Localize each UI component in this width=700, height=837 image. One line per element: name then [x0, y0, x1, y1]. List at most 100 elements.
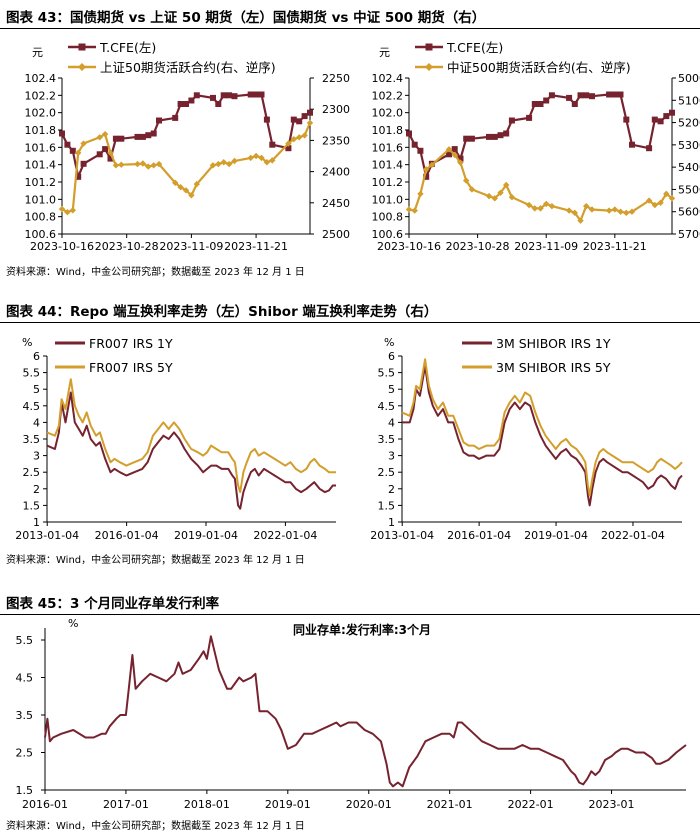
figure-44-source: 资料来源：Wind，中金公司研究部；数据截至 2023 年 12 月 1 日	[6, 555, 305, 566]
c43a-series-2-point	[139, 160, 147, 167]
c43b-series-1-point	[566, 94, 573, 101]
c43a-series-2-point	[306, 119, 314, 127]
c43a-left-tick-label: 102.0	[25, 107, 57, 120]
c43a-x-tick-label: 2023-11-09	[159, 240, 223, 253]
c44a-y-tick-label: 3	[33, 450, 40, 463]
c43b-x-tick-label: 2023-11-09	[514, 240, 578, 253]
c43a-series-2-point	[182, 187, 190, 194]
c43b-series-2-point	[428, 161, 436, 169]
c43b-series-2-point	[623, 209, 630, 217]
c43a-series-2-point	[80, 140, 87, 147]
c45-x-tick-label: 2020-01	[346, 798, 392, 811]
c43b-series-1-point	[457, 155, 464, 162]
c43a-series-2-point	[58, 205, 66, 213]
c43a-series-2-point	[177, 184, 184, 191]
c44a-y-tick-label: 6	[33, 350, 40, 363]
c43b-series-1-point	[508, 117, 515, 124]
c43a-series-1-point	[102, 146, 109, 153]
c44b-legend-2-label: 3M SHIBOR IRS 5Y	[496, 360, 611, 375]
c45-y-tick-label: 5.5	[16, 634, 34, 647]
c44a-x-tick-label: 2019-01-04	[174, 529, 238, 542]
c43a-right-tick-label: 2500	[322, 228, 350, 241]
c44b-y-tick-label: 3.5	[378, 433, 396, 446]
c43a-series-2-point	[107, 149, 114, 157]
c43a-series-1-point	[177, 101, 184, 107]
c43b-series-2-point	[645, 197, 653, 204]
c43a-series-2-point	[290, 135, 298, 143]
figure-44-heading: 图表 44：Repo 端互换利率走势（左）Shibor 端互换利率走势（右）	[6, 304, 438, 320]
c43b-series-1-point	[589, 93, 595, 100]
c43a-series-2-point	[96, 134, 103, 141]
c43b-legend-2-marker	[425, 63, 433, 71]
c43a-series-1-point	[64, 141, 71, 148]
c43b-series-2-point	[565, 207, 573, 214]
c43b-series-1-point	[657, 118, 664, 125]
c43a-series-2-point	[301, 132, 308, 139]
c43b-series-1-point	[497, 132, 504, 139]
c43a-series-2-point	[193, 180, 200, 188]
c43a-series-1-point	[301, 113, 308, 120]
c44b-y-tick-label: 2	[388, 483, 395, 496]
c43b-series-1-point	[446, 151, 452, 158]
c43a-series-1-point	[69, 147, 76, 154]
c44a-x-tick-label: 2013-01-04	[15, 529, 79, 542]
c43a-right-tick-label: 2300	[322, 103, 350, 116]
c43b-series-2-point	[491, 195, 498, 202]
c44a-y-tick-label: 1.5	[23, 499, 41, 512]
c43b-series-1-point	[537, 101, 544, 107]
c43b-series-1-point	[646, 145, 653, 152]
c43b-legend-1-marker	[425, 43, 433, 51]
c43b-left-tick-label: 101.6	[372, 141, 404, 154]
c43a-series-1-point	[226, 92, 233, 99]
c43a-legend-1-marker	[78, 43, 86, 51]
c43a-series-2-point	[220, 159, 227, 166]
c43a-left-tick-label: 101.0	[25, 193, 57, 206]
c43a-series-1-point	[150, 130, 157, 137]
c43b-series-2-point	[457, 159, 464, 166]
c44a-y-tick-label: 1	[33, 516, 40, 529]
c43b-series-2-point	[651, 201, 659, 209]
c43a-series-1-point	[156, 117, 162, 124]
c43b-series-2-point	[445, 146, 453, 153]
c43b-series-1-point	[606, 91, 613, 98]
c44a-series-2-line	[46, 378, 336, 494]
figure-45-heading: 图表 45：3 个月同业存单发行利率	[6, 596, 220, 612]
c43a-series-2-point	[74, 149, 82, 157]
c43b-x-tick-label: 2023-10-16	[377, 240, 441, 253]
c43b-series-1-point	[491, 133, 498, 140]
c43a-series-1-point	[80, 160, 87, 167]
c44b-y-tick-label: 6	[388, 350, 395, 363]
c43b-series-2-point	[508, 194, 516, 201]
figure-43-rule	[0, 28, 700, 29]
c43b-series-1-point	[629, 141, 635, 148]
c44b-y-tick-label: 1.5	[378, 499, 396, 512]
c44b-y-tick-label: 4	[388, 416, 395, 429]
c45-x-tick-label: 2017-01	[103, 798, 149, 811]
c43a-series-2-point	[112, 162, 120, 169]
c43a-series-1-point	[247, 91, 254, 98]
c45-y-tick-label: 3.5	[16, 709, 34, 722]
c43a-series-1-point	[253, 91, 260, 98]
c43a-series-2-point	[252, 152, 260, 160]
c43b-right-tick-label: 5400	[678, 161, 700, 174]
c43a-series-2-point	[258, 154, 265, 162]
c43b-series-1-point	[651, 116, 658, 123]
c43a-series-1-point	[59, 130, 65, 137]
c43a-series-2-point	[296, 134, 303, 141]
c43a-x-tick-label: 2023-10-16	[30, 240, 94, 253]
c44b-x-tick-label: 2013-01-04	[370, 529, 434, 542]
c43a-series-1-point	[118, 135, 125, 142]
c43a-series-1-point	[231, 93, 238, 100]
c43a-series-1-point	[75, 173, 82, 180]
c43b-legend-1-label: T.CFE(左)	[446, 40, 503, 55]
c44a-legend-1-label: FR007 IRS 1Y	[89, 336, 173, 351]
c43b-series-1-point	[423, 173, 430, 180]
c44b-y-tick-label: 2.5	[378, 466, 396, 479]
c44b-y-tick-label: 1	[388, 516, 395, 529]
c43b-series-1-point	[583, 92, 590, 99]
c43b-series-1-point	[531, 101, 538, 107]
c43a-series-1-point	[145, 132, 152, 139]
c44a-y-tick-label: 2	[33, 483, 40, 496]
c43a-series-1-point	[296, 118, 303, 125]
c43a-series-2-point	[69, 207, 76, 214]
